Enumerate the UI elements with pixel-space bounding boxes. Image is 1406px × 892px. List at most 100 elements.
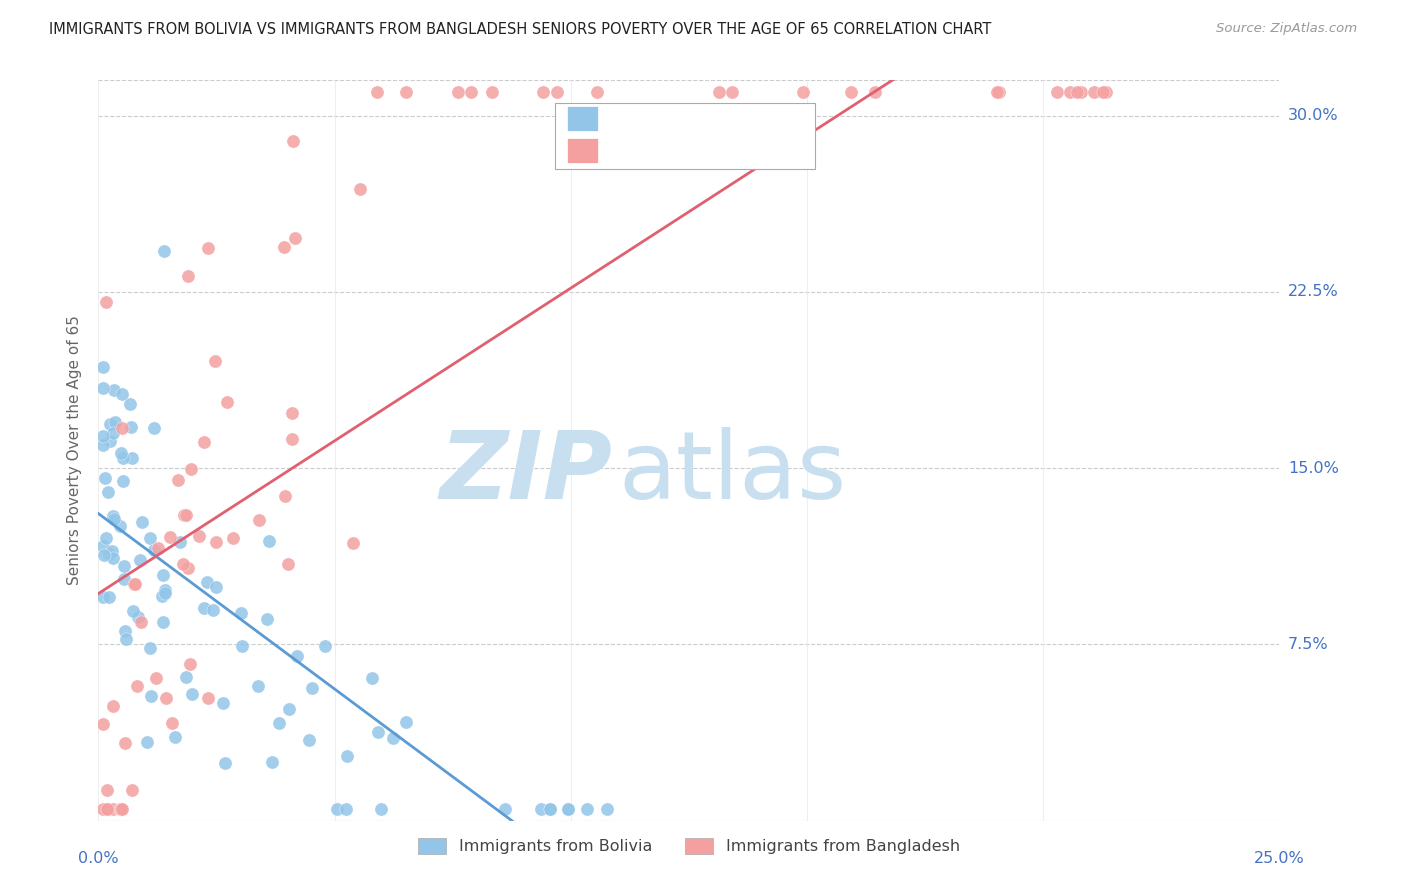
Point bbox=[114, 624, 136, 638]
Point bbox=[152, 615, 174, 629]
Point bbox=[139, 641, 162, 656]
Point bbox=[96, 802, 118, 816]
Point bbox=[1092, 85, 1115, 99]
Point bbox=[986, 85, 1008, 99]
Point bbox=[586, 85, 609, 99]
Point bbox=[214, 756, 236, 770]
Point bbox=[222, 531, 245, 545]
Point bbox=[111, 802, 134, 816]
Point bbox=[103, 698, 125, 713]
Point bbox=[91, 381, 114, 395]
Point bbox=[165, 731, 187, 745]
Point bbox=[707, 85, 730, 99]
Point bbox=[326, 802, 349, 816]
Text: 87: 87 bbox=[742, 113, 762, 128]
Text: 30.0%: 30.0% bbox=[1288, 108, 1339, 123]
Point bbox=[94, 471, 117, 485]
Y-axis label: Seniors Poverty Over the Age of 65: Seniors Poverty Over the Age of 65 bbox=[67, 316, 83, 585]
Point bbox=[152, 244, 174, 259]
Point bbox=[111, 387, 134, 401]
Point bbox=[256, 612, 278, 626]
Point bbox=[187, 529, 209, 543]
Point bbox=[174, 670, 197, 684]
Point bbox=[1095, 85, 1118, 99]
Point bbox=[193, 601, 215, 615]
Point bbox=[97, 485, 120, 500]
Point bbox=[281, 432, 304, 446]
Point bbox=[129, 615, 152, 630]
Point bbox=[180, 462, 202, 476]
Point bbox=[197, 575, 219, 590]
Point bbox=[122, 604, 145, 618]
Point bbox=[91, 716, 114, 731]
Point bbox=[273, 239, 295, 253]
Text: 22.5%: 22.5% bbox=[1288, 285, 1339, 300]
Point bbox=[301, 681, 323, 695]
Point bbox=[122, 577, 145, 591]
Point bbox=[100, 434, 122, 448]
Point bbox=[153, 586, 176, 600]
Point bbox=[101, 508, 124, 523]
Point bbox=[596, 802, 619, 816]
Point bbox=[1070, 85, 1092, 99]
Point bbox=[267, 715, 290, 730]
Point bbox=[370, 802, 392, 816]
Point bbox=[257, 533, 280, 548]
Point bbox=[394, 715, 416, 730]
Point bbox=[101, 425, 124, 440]
Point bbox=[229, 607, 252, 621]
Point bbox=[1066, 85, 1088, 99]
Point bbox=[260, 755, 283, 769]
Point bbox=[193, 435, 215, 450]
Point bbox=[277, 558, 299, 572]
Point bbox=[96, 783, 118, 797]
Point bbox=[112, 572, 135, 586]
Text: Source: ZipAtlas.com: Source: ZipAtlas.com bbox=[1216, 22, 1357, 36]
Point bbox=[128, 553, 150, 567]
Point bbox=[197, 241, 219, 255]
Point bbox=[111, 450, 134, 465]
Point bbox=[91, 438, 114, 452]
Text: R =: R = bbox=[606, 113, 640, 128]
Point bbox=[349, 181, 371, 195]
Point bbox=[103, 802, 125, 816]
Point bbox=[111, 474, 134, 488]
Point bbox=[138, 531, 160, 545]
Point bbox=[284, 230, 307, 244]
Legend: Immigrants from Bolivia, Immigrants from Bangladesh: Immigrants from Bolivia, Immigrants from… bbox=[412, 832, 966, 861]
Point bbox=[217, 395, 239, 409]
Point bbox=[174, 508, 197, 522]
Text: 71: 71 bbox=[742, 145, 762, 159]
Point bbox=[865, 85, 887, 99]
Point bbox=[720, 85, 742, 99]
Point bbox=[121, 783, 143, 797]
Point bbox=[152, 567, 174, 582]
Point bbox=[531, 85, 554, 99]
Text: R =: R = bbox=[606, 145, 640, 159]
Point bbox=[96, 802, 118, 816]
Text: IMMIGRANTS FROM BOLIVIA VS IMMIGRANTS FROM BANGLADESH SENIORS POVERTY OVER THE A: IMMIGRANTS FROM BOLIVIA VS IMMIGRANTS FR… bbox=[49, 22, 991, 37]
Point bbox=[172, 558, 194, 572]
Point bbox=[1046, 85, 1069, 99]
Point bbox=[298, 733, 321, 747]
Text: 7.5%: 7.5% bbox=[1288, 637, 1329, 652]
Point bbox=[197, 690, 219, 705]
Point bbox=[447, 85, 470, 99]
Text: ZIP: ZIP bbox=[439, 426, 612, 518]
Point bbox=[460, 85, 482, 99]
Point bbox=[173, 508, 195, 522]
Text: -0.297: -0.297 bbox=[640, 113, 689, 128]
Point bbox=[100, 544, 122, 558]
Point bbox=[91, 429, 114, 443]
Point bbox=[100, 417, 122, 431]
Point bbox=[91, 590, 114, 604]
Point bbox=[121, 450, 143, 465]
Point bbox=[143, 542, 166, 557]
Point bbox=[139, 690, 162, 704]
Text: N =: N = bbox=[710, 145, 744, 159]
Point bbox=[1083, 85, 1105, 99]
Point bbox=[131, 515, 153, 529]
Point bbox=[546, 85, 568, 99]
Point bbox=[278, 701, 301, 715]
Point bbox=[127, 679, 149, 693]
